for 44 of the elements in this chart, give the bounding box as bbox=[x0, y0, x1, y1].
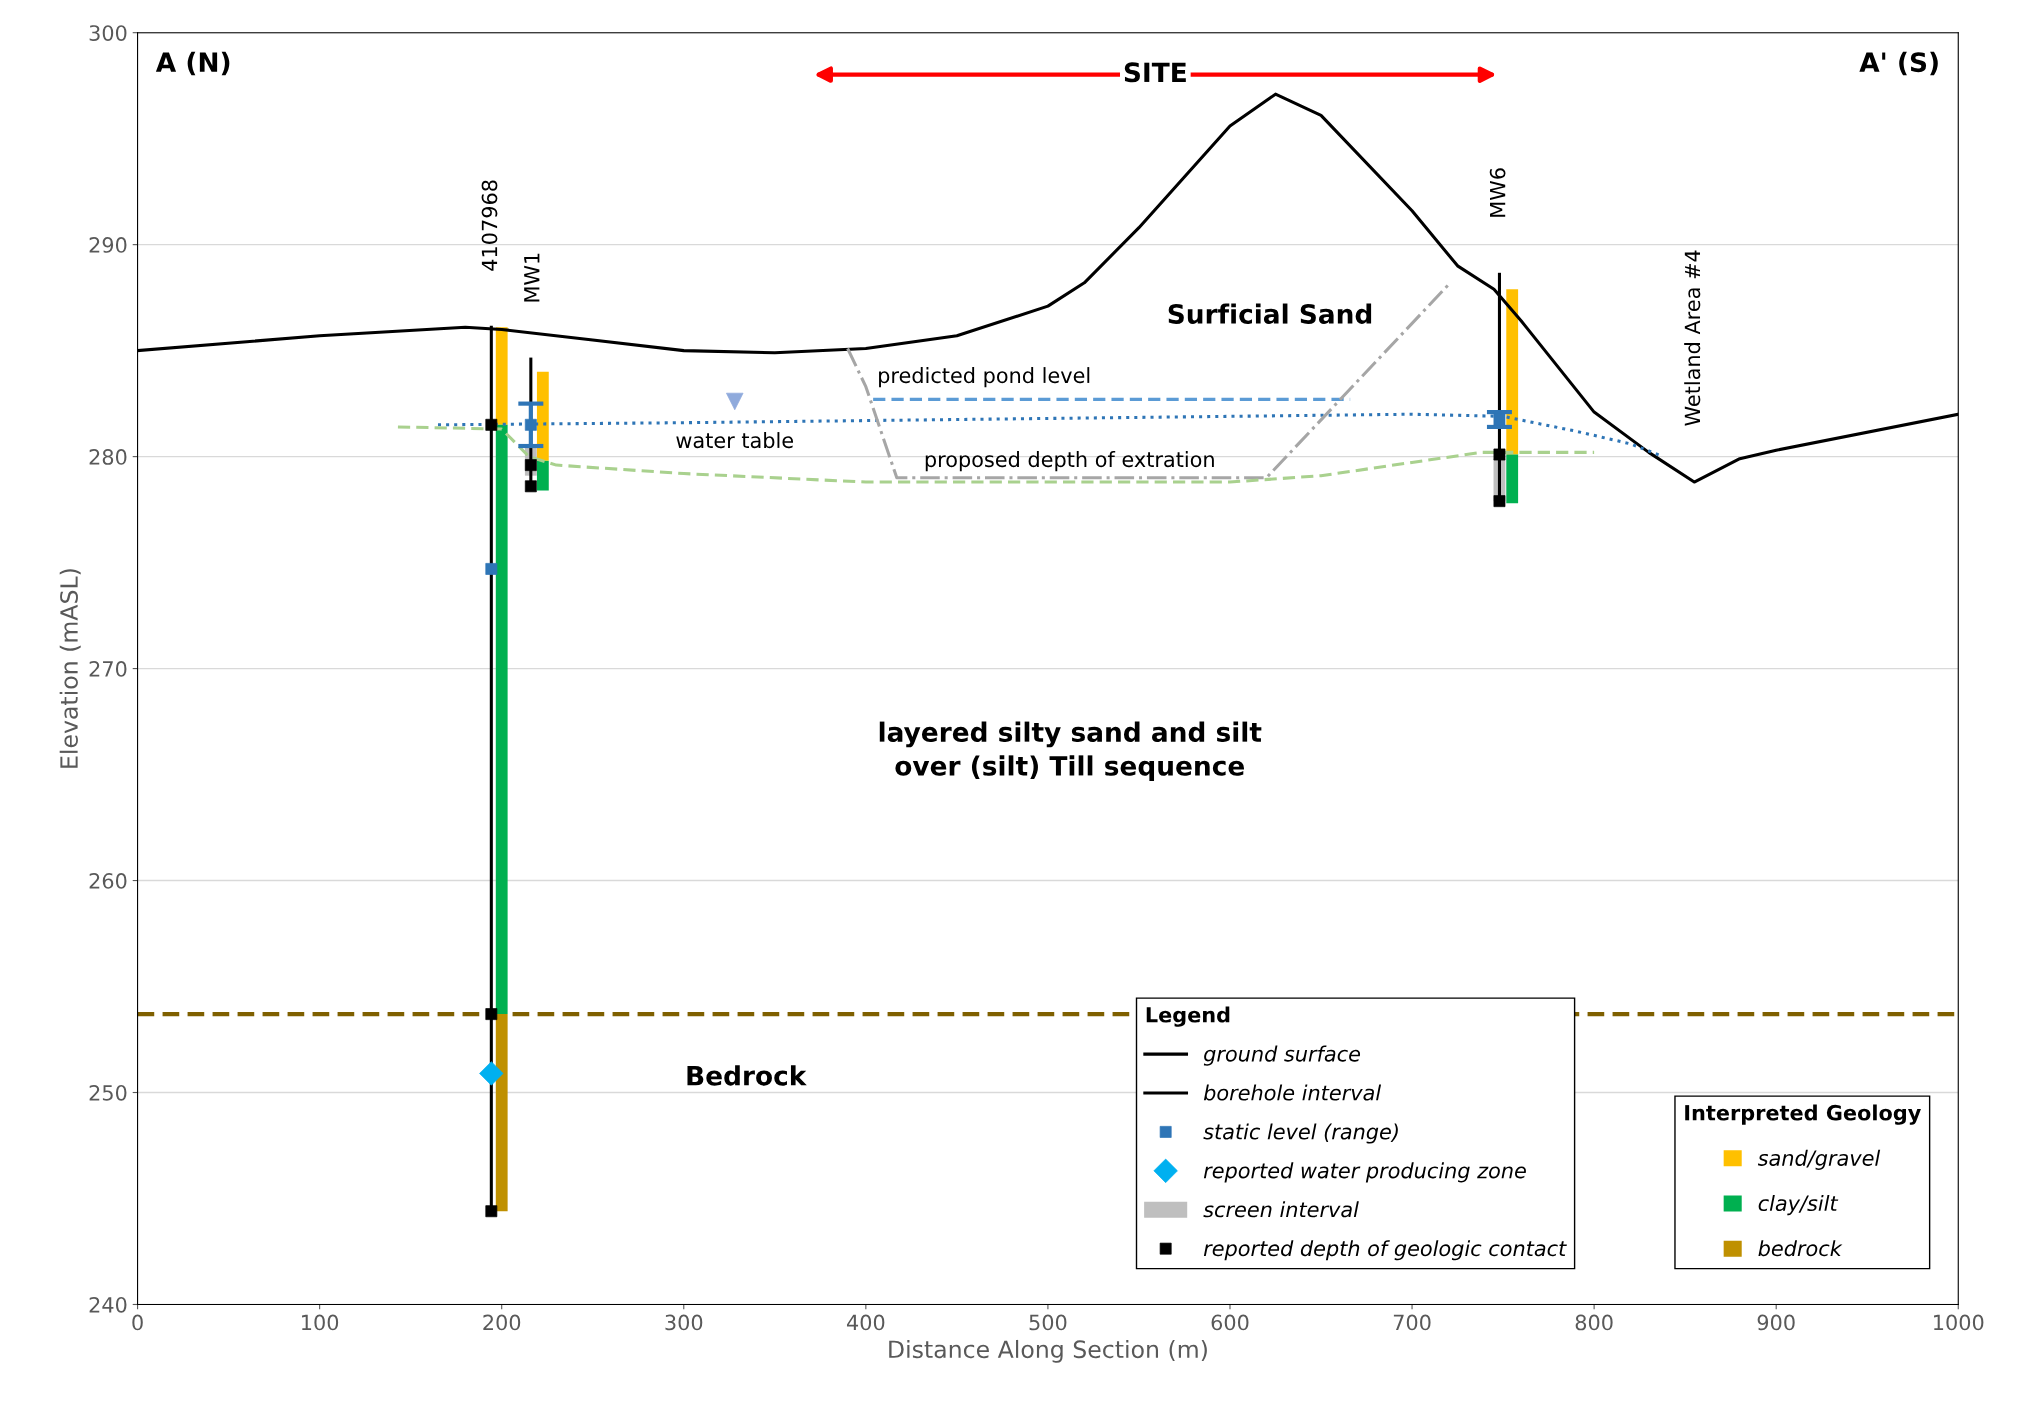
y-tick-label: 260 bbox=[89, 873, 127, 889]
annotation: A' (S) bbox=[1859, 51, 1938, 76]
x-tick-label: 600 bbox=[1211, 1314, 1249, 1331]
legend-label: clay/silt bbox=[1758, 1194, 1839, 1216]
text: Legend bbox=[1146, 1006, 1230, 1027]
legend-label: ground surface bbox=[1203, 1045, 1361, 1066]
legend-label: bedrock bbox=[1758, 1240, 1843, 1257]
annotation: 4107968 bbox=[481, 180, 498, 271]
x-tick-label: 100 bbox=[302, 1314, 339, 1331]
legend-label: sand/gravel bbox=[1757, 1149, 1881, 1170]
x-tick-label: 200 bbox=[483, 1314, 521, 1331]
x-tick-label: 900 bbox=[1757, 1314, 1795, 1331]
y-tick-label: 270 bbox=[89, 661, 127, 677]
annotation: A (N) bbox=[155, 51, 230, 76]
y-tick-label: 300 bbox=[89, 25, 127, 41]
legend-label: static level (range) bbox=[1203, 1123, 1398, 1144]
annotation: MW6 bbox=[1489, 168, 1506, 217]
x-tick-label: 700 bbox=[1393, 1314, 1431, 1331]
legend-label: screen interval bbox=[1203, 1201, 1359, 1218]
annotation: SITE bbox=[1124, 62, 1186, 83]
y-tick-label: 250 bbox=[89, 1084, 127, 1101]
annotation: MW1 bbox=[524, 253, 540, 302]
annotation: predicted pond level bbox=[879, 367, 1090, 388]
y-tick-label: 240 bbox=[89, 1296, 127, 1313]
x-tick-label: 500 bbox=[1029, 1314, 1067, 1331]
x-axis-title: Distance Along Section (m) bbox=[889, 1339, 1207, 1363]
legend-label: reported depth of geologic contact bbox=[1203, 1240, 1567, 1261]
y-axis-title: Elevation (mASL) bbox=[59, 569, 81, 768]
x-tick-label: 0 bbox=[132, 1314, 143, 1331]
legend-label: borehole interval bbox=[1203, 1084, 1382, 1101]
x-tick-label: 400 bbox=[846, 1314, 885, 1331]
y-tick-label: 280 bbox=[89, 449, 127, 465]
annotation: proposed depth of extration bbox=[925, 451, 1214, 472]
x-tick-label: 300 bbox=[665, 1314, 703, 1331]
annotation: Bedrock bbox=[687, 1065, 807, 1086]
annotation: layered silty sand and silt over (silt) Till sequence bbox=[879, 721, 1262, 781]
annotation: Wetland Area #4 bbox=[1684, 250, 1701, 426]
text: Interpreted Geology bbox=[1685, 1104, 1921, 1125]
x-tick-label: 1000 bbox=[1934, 1314, 1984, 1331]
x-tick-label: 800 bbox=[1575, 1314, 1613, 1331]
legend-label: reported water producing zone bbox=[1203, 1162, 1526, 1183]
y-tick-label: 290 bbox=[89, 237, 127, 253]
annotation: water table bbox=[676, 432, 794, 449]
annotation: Surficial Sand bbox=[1168, 303, 1372, 324]
